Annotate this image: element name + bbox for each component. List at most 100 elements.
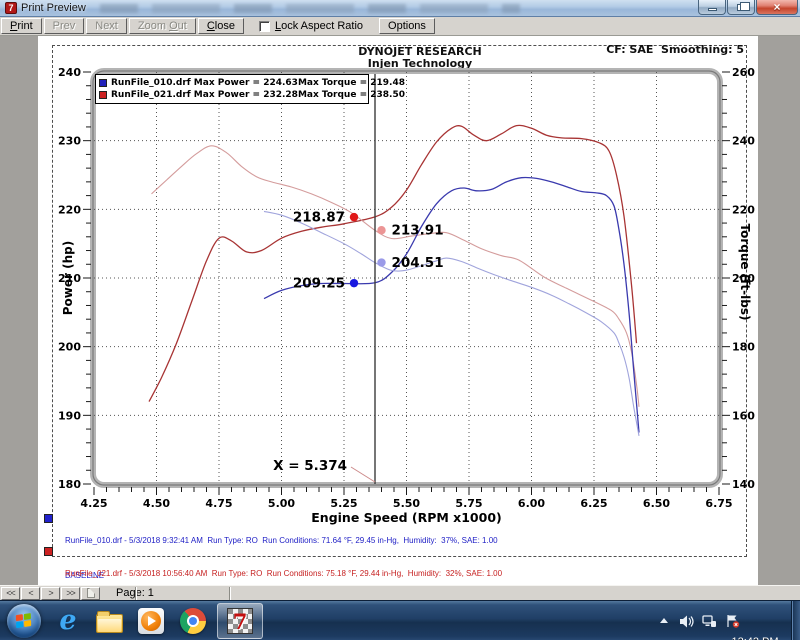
svg-text:X = 5.374: X = 5.374 [273, 458, 347, 474]
preview-area: DYNOJET RESEARCH Injen Technology CF: SA… [0, 36, 800, 640]
cursor-marker [349, 278, 359, 288]
print-margin-guide [52, 45, 747, 557]
window-title: Print Preview [21, 2, 86, 14]
svg-text:Power (hp): Power (hp) [61, 241, 75, 315]
plot-area [94, 72, 719, 484]
minimize-icon [707, 7, 717, 11]
last-page-button[interactable]: >> [61, 586, 80, 600]
svg-text:200: 200 [58, 341, 81, 354]
report-subtitle: Injen Technology [367, 57, 473, 70]
restore-button[interactable] [727, 0, 755, 15]
series-runfile-021-drf-power-hp- [148, 124, 638, 402]
svg-text:218.87: 218.87 [293, 210, 345, 226]
title-bar: 7 Print Preview × [0, 0, 800, 17]
prev-page-nav-button[interactable]: < [21, 586, 40, 600]
svg-text:6.75: 6.75 [705, 497, 732, 510]
statusbar-divider [135, 587, 137, 600]
page-setup-button[interactable] [81, 586, 100, 600]
svg-text:5.50: 5.50 [393, 497, 420, 510]
next-page-button[interactable]: Next [86, 18, 127, 34]
svg-text:5.25: 5.25 [330, 497, 357, 510]
svg-text:204.51: 204.51 [392, 255, 444, 271]
windows-taskbar: e 7 [0, 600, 800, 640]
svg-text:190: 190 [58, 409, 81, 422]
svg-text:160: 160 [732, 409, 755, 422]
close-icon: × [773, 0, 781, 14]
restore-icon [737, 1, 750, 11]
svg-text:6.50: 6.50 [643, 497, 670, 510]
folder-icon [95, 610, 123, 633]
minimize-button[interactable] [698, 0, 726, 15]
run2-swatch [44, 547, 53, 556]
volume-icon[interactable] [679, 614, 694, 629]
svg-text:213.91: 213.91 [392, 223, 444, 239]
svg-text:209.25: 209.25 [293, 276, 345, 292]
dyno-chart: 180 190 200 210 220 230 240 140 160 180 200 220 240 2… [58, 66, 755, 525]
correction-smoothing-note: CF: SAE Smoothing: 5 [606, 43, 744, 56]
svg-text:4.25: 4.25 [80, 497, 107, 510]
svg-text:6.00: 6.00 [518, 497, 545, 510]
lock-aspect-ratio-label: Lock Aspect Ratio [274, 20, 364, 32]
media-player-icon [138, 608, 164, 634]
svg-text:4.50: 4.50 [143, 497, 170, 510]
internet-explorer-icon: e [59, 605, 77, 636]
next-page-nav-button[interactable]: > [41, 586, 60, 600]
run1-swatch [44, 514, 53, 523]
svg-text:180: 180 [58, 478, 81, 491]
legend-row-sp1687: RunFile_021.drf Max Power = 232.28 Max T… [99, 89, 405, 101]
legend-row-baseline: RunFile_010.drf Max Power = 224.63 Max T… [99, 77, 405, 89]
page-nav-bar: << < > >> Page: 1 [0, 585, 800, 600]
chrome-icon [180, 608, 206, 634]
window-title-redacted-text [99, 3, 520, 13]
media-player-button[interactable] [134, 605, 168, 637]
svg-text:260: 260 [732, 66, 755, 79]
show-desktop-button[interactable] [791, 601, 800, 640]
winpep-taskbar-button[interactable]: 7 [217, 603, 263, 639]
svg-text:210: 210 [58, 272, 81, 285]
lock-aspect-ratio-checkbox[interactable] [258, 20, 270, 32]
chart-legend: RunFile_010.drf Max Power = 224.63 Max T… [95, 74, 405, 104]
close-window-button[interactable]: × [756, 0, 798, 15]
page-number-label: Page: 1 [116, 587, 154, 599]
series-runfile-021-drf-torque-ft-lbs- [151, 145, 640, 407]
system-tray [656, 601, 740, 640]
report-title: DYNOJET RESEARCH [358, 45, 482, 58]
cursor-marker [377, 258, 386, 267]
svg-text:5.00: 5.00 [268, 497, 295, 510]
svg-text:4.75: 4.75 [205, 497, 232, 510]
svg-text:240: 240 [58, 66, 81, 79]
svg-text:200: 200 [732, 272, 755, 285]
action-center-flag-icon[interactable] [725, 614, 740, 629]
series-runfile-010-drf-torque-ft-lbs- [263, 210, 640, 436]
report-page: DYNOJET RESEARCH Injen Technology CF: SA… [38, 36, 758, 640]
legend-swatch-blue [99, 79, 107, 87]
network-icon[interactable] [702, 614, 717, 629]
series-runfile-010-drf-power-hp- [263, 176, 640, 433]
cursor-marker [349, 212, 359, 222]
show-hidden-icons-button[interactable] [656, 614, 671, 629]
axis-ticks [83, 71, 730, 495]
prev-page-button[interactable]: Prev [43, 18, 85, 34]
file-explorer-button[interactable] [92, 605, 126, 637]
clock-time: 12:42 PM [722, 635, 788, 640]
svg-text:220: 220 [732, 203, 755, 216]
windows-logo-icon [15, 613, 32, 629]
first-page-button[interactable]: << [1, 586, 20, 600]
start-button[interactable] [7, 604, 41, 638]
winpep-icon: 7 [227, 608, 253, 634]
legend-swatch-red [99, 91, 107, 99]
page-thumbnail-icon [86, 588, 95, 598]
cursor-marker [377, 226, 386, 235]
svg-text:140: 140 [732, 478, 755, 491]
options-button[interactable]: Options [379, 18, 435, 34]
taskbar-clock[interactable]: 12:42 PM 6/25/2018 [722, 605, 788, 640]
svg-text:Engine Speed (RPM x1000): Engine Speed (RPM x1000) [311, 510, 501, 525]
chrome-button[interactable] [176, 605, 210, 637]
internet-explorer-button[interactable]: e [51, 605, 85, 637]
statusbar-divider [229, 587, 231, 600]
